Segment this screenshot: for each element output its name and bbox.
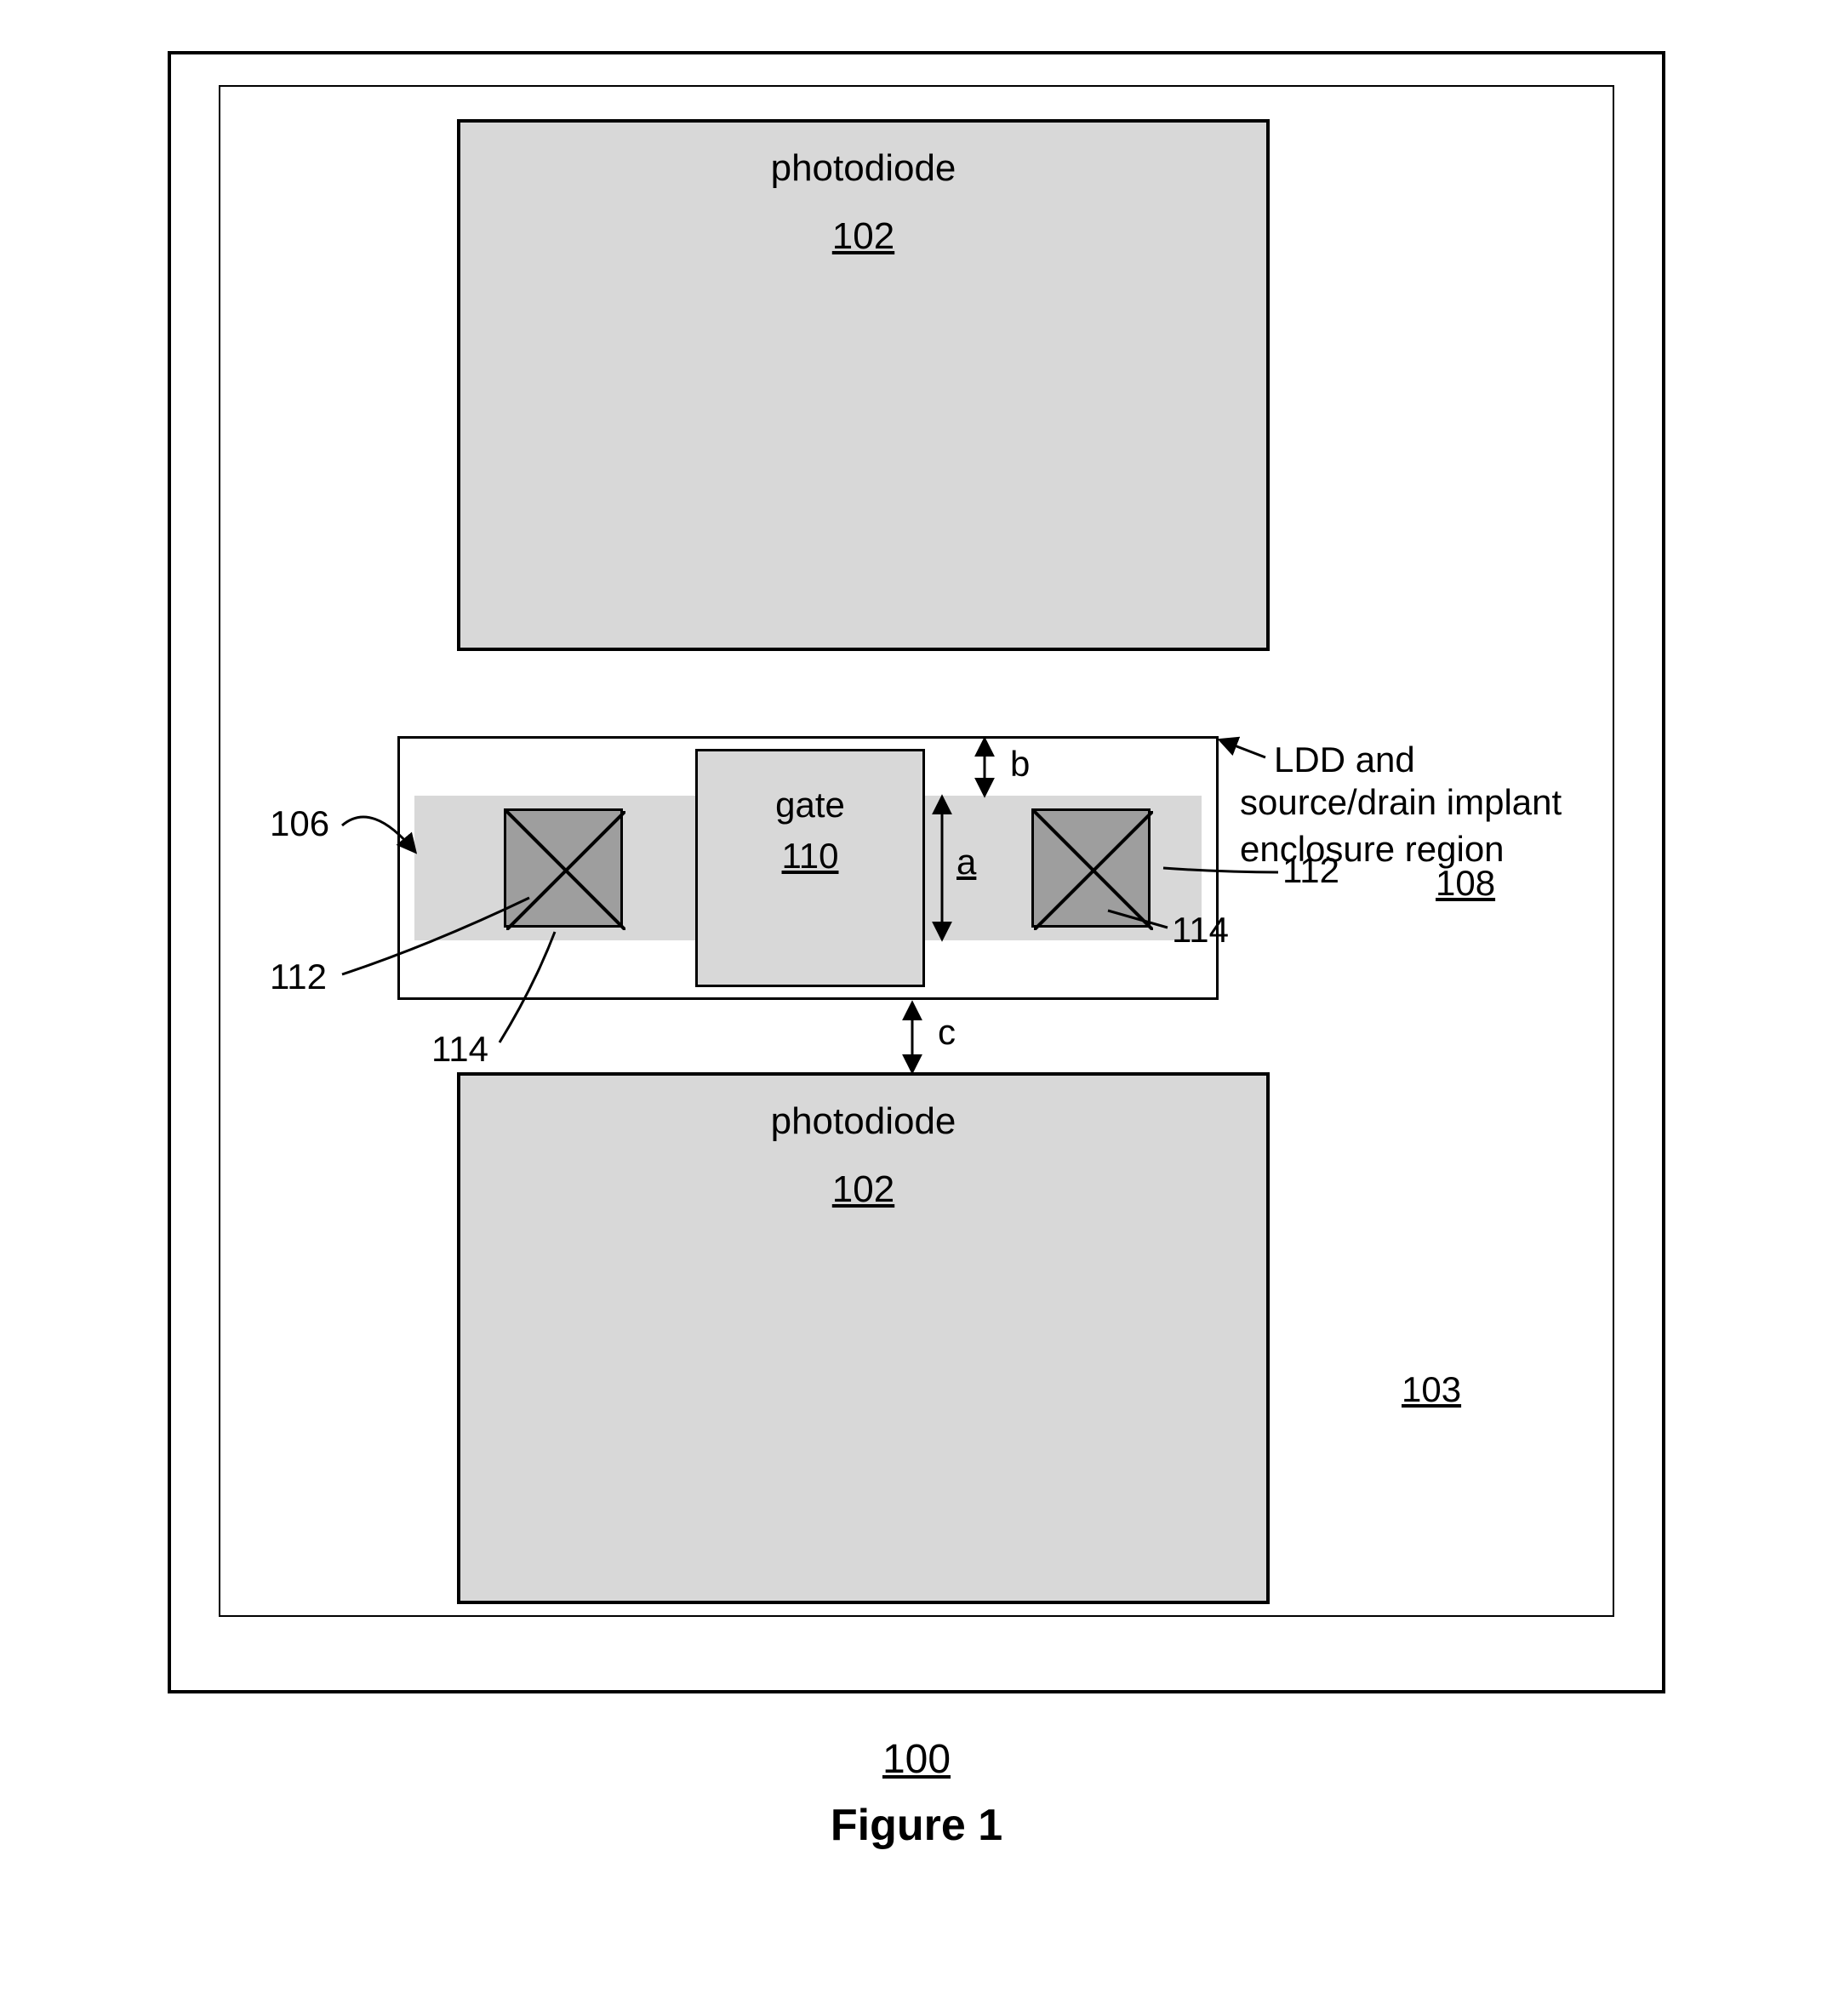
figure-caption: Figure 1 [151,1800,1682,1851]
diagram: photodiode 102 gate 110 phot [151,34,1682,1710]
photodiode-bottom: photodiode 102 [457,1072,1270,1604]
ref-114-left: 114 [431,1030,488,1069]
gate-ref: 110 [782,837,839,876]
figure-number: 100 [151,1736,1682,1783]
enclosure-text-1: LDD and [1274,740,1415,780]
ref-103: 103 [1402,1370,1461,1409]
photodiode-top: photodiode 102 [457,119,1270,651]
contact-right [1031,808,1151,928]
ref-114-right: 114 [1172,911,1229,950]
photodiode-bottom-ref: 102 [832,1169,894,1210]
photodiode-bottom-label: photodiode [771,1101,956,1142]
gate-label: gate [775,785,845,825]
dim-a-label: a [956,842,976,882]
ref-112-left: 112 [270,957,327,997]
enclosure-text-2: source/drain implant [1240,783,1562,822]
dim-c-label: c [938,1013,956,1052]
enclosure-ref: 108 [1436,864,1495,903]
gate: gate 110 [695,749,925,987]
photodiode-top-label: photodiode [771,148,956,189]
contact-left [504,808,623,928]
photodiode-top-ref: 102 [832,216,894,257]
ref-112-right: 112 [1282,851,1339,890]
dim-b-label: b [1010,745,1030,784]
ref-106: 106 [270,804,329,843]
